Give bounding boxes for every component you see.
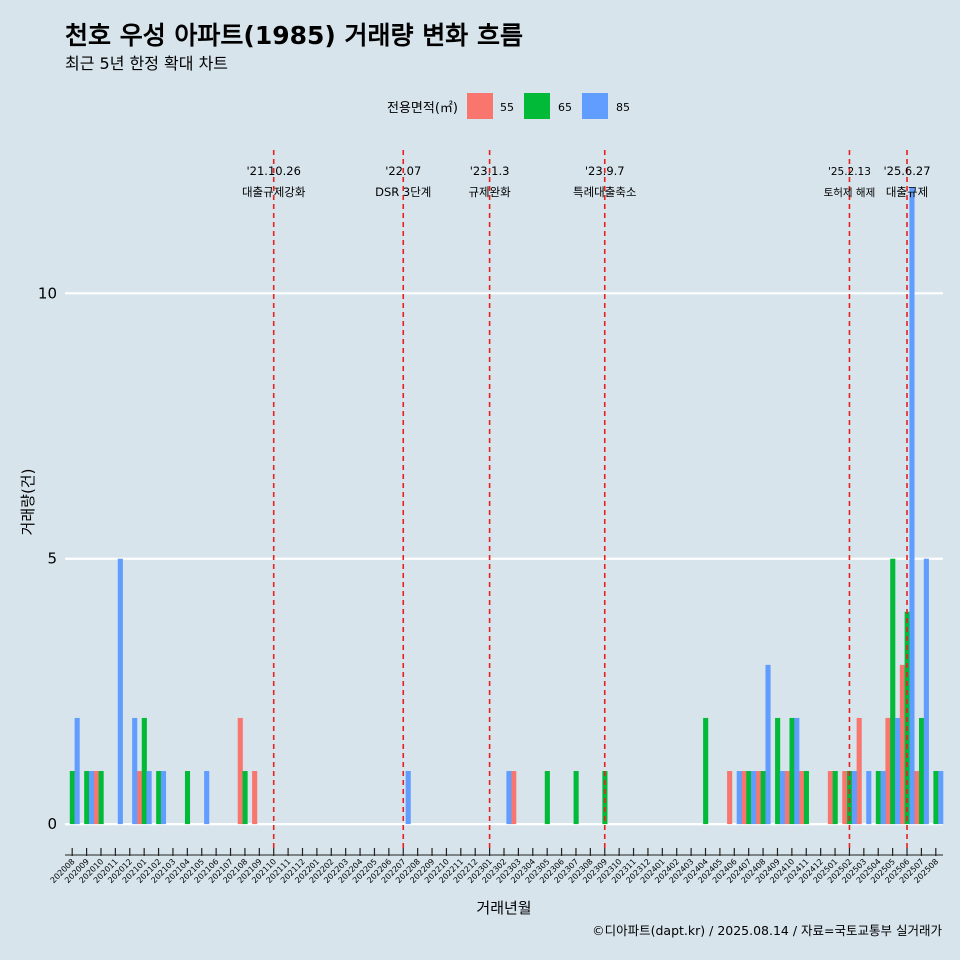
bar-65-202505 xyxy=(890,558,896,825)
bar-55-202502 xyxy=(842,771,848,825)
bar-85-202506 xyxy=(909,187,915,825)
legend-title: 전용면적(㎡) xyxy=(387,101,458,116)
event-desc-label: 특례대출축소 xyxy=(573,185,636,199)
bar-55-202108 xyxy=(237,717,243,825)
bar-65-202102 xyxy=(156,771,162,825)
chart-title: 천호 우성 아파트(1985) 거래량 변화 흐름 xyxy=(65,21,523,50)
y-tick-label: 0 xyxy=(47,815,57,833)
bars xyxy=(69,187,944,825)
event-date-label: '23.1.3 xyxy=(470,164,510,178)
bar-85-202009 xyxy=(88,771,95,825)
bar-65-202409 xyxy=(775,717,781,825)
bar-85-202011 xyxy=(117,558,123,825)
bar-55-202109 xyxy=(252,771,258,825)
event-desc-label: DSR 3단계 xyxy=(375,185,431,199)
bar-85-202508 xyxy=(938,771,944,825)
event-desc-label: 토허제 해제 xyxy=(824,186,876,199)
bar-65-202408 xyxy=(760,771,766,825)
legend-swatch-65 xyxy=(524,93,550,119)
bar-65-202504 xyxy=(875,771,881,825)
bar-65-202309 xyxy=(602,771,608,825)
chart-subtitle: 최근 5년 한정 확대 차트 xyxy=(65,54,228,73)
bar-65-202410 xyxy=(789,717,795,825)
bar-55-202501 xyxy=(827,771,833,825)
bar-65-202010 xyxy=(98,771,104,825)
event-desc-label: 대출규제강화 xyxy=(242,185,306,199)
y-axis-ticks: 0 5 10 xyxy=(38,284,57,833)
bar-55-202407 xyxy=(741,771,747,825)
y-axis-label: 거래량(건) xyxy=(19,469,37,536)
bar-55-202411 xyxy=(799,771,805,825)
legend: 전용면적(㎡) 55 65 85 xyxy=(387,93,630,119)
bar-85-202105 xyxy=(204,771,210,825)
bar-85-202505 xyxy=(895,717,901,825)
bar-65-202404 xyxy=(703,717,709,825)
bar-85-202504 xyxy=(880,771,886,825)
event-desc-label: 대출규제 xyxy=(886,185,928,199)
bar-65-202101 xyxy=(141,717,147,825)
bar-65-202507 xyxy=(919,717,925,825)
x-axis: 2020082020092020102020112020122021012021… xyxy=(49,848,943,885)
bar-85-202507 xyxy=(923,558,929,825)
bar-85-202409 xyxy=(779,771,785,825)
bar-55-202303 xyxy=(511,771,517,825)
bar-85-202102 xyxy=(160,771,167,825)
bar-55-202010 xyxy=(93,771,99,825)
y-tick-label: 10 xyxy=(38,284,57,302)
bar-65-202009 xyxy=(84,771,90,825)
caption: ©디아파트(dapt.kr) / 2025.08.14 / 자료=국토교통부 실… xyxy=(592,923,942,938)
x-axis-label: 거래년월 xyxy=(476,899,531,917)
bar-55-202101 xyxy=(136,771,143,825)
event-date-label: '21.10.26 xyxy=(247,164,301,178)
legend-swatch-55 xyxy=(467,93,493,119)
bar-85-202008 xyxy=(74,717,80,825)
legend-label-85: 85 xyxy=(616,101,630,114)
event-desc-label: 규제완화 xyxy=(468,185,511,199)
bar-85-202012 xyxy=(132,717,138,825)
legend-swatch-85 xyxy=(582,93,608,119)
legend-label-65: 65 xyxy=(558,101,572,114)
bar-65-202305 xyxy=(544,771,550,825)
bar-85-202406 xyxy=(736,771,742,825)
bar-65-202104 xyxy=(184,771,191,825)
bar-65-202108 xyxy=(242,771,248,825)
bar-85-202408 xyxy=(765,664,771,825)
bar-65-202008 xyxy=(69,771,75,825)
legend-label-55: 55 xyxy=(500,101,514,114)
event-date-label: '25.2.13 xyxy=(828,166,871,178)
bar-55-202406 xyxy=(727,771,733,825)
gridlines xyxy=(65,292,943,826)
bar-85-202502 xyxy=(851,771,857,825)
event-date-label: '25.6.27 xyxy=(883,164,930,178)
bar-55-202506 xyxy=(899,664,905,825)
bar-85-202302 xyxy=(506,771,512,825)
bar-55-202410 xyxy=(784,771,790,825)
bar-55-202505 xyxy=(885,717,891,825)
bar-65-202407 xyxy=(746,771,752,825)
bar-85-202503 xyxy=(866,771,872,825)
bar-85-202207 xyxy=(405,771,411,825)
bar-65-202502 xyxy=(847,771,853,825)
bar-55-202507 xyxy=(914,771,920,825)
bar-85-202407 xyxy=(751,771,757,825)
bar-65-202501 xyxy=(832,771,838,825)
event-date-label: '23.9.7 xyxy=(585,164,625,178)
event-date-label: '22.07 xyxy=(385,164,421,178)
bar-55-202408 xyxy=(755,771,761,825)
bar-55-202503 xyxy=(856,717,862,825)
y-tick-label: 5 xyxy=(47,550,57,568)
bar-65-202411 xyxy=(803,771,809,825)
bar-85-202101 xyxy=(146,771,152,825)
bar-65-202307 xyxy=(573,771,579,825)
bar-65-202508 xyxy=(933,771,939,825)
bar-85-202410 xyxy=(794,717,800,825)
event-markers: '21.10.26 대출규제강화 '22.07 DSR 3단계 '23.1.3 규제완화 '… xyxy=(242,150,931,848)
